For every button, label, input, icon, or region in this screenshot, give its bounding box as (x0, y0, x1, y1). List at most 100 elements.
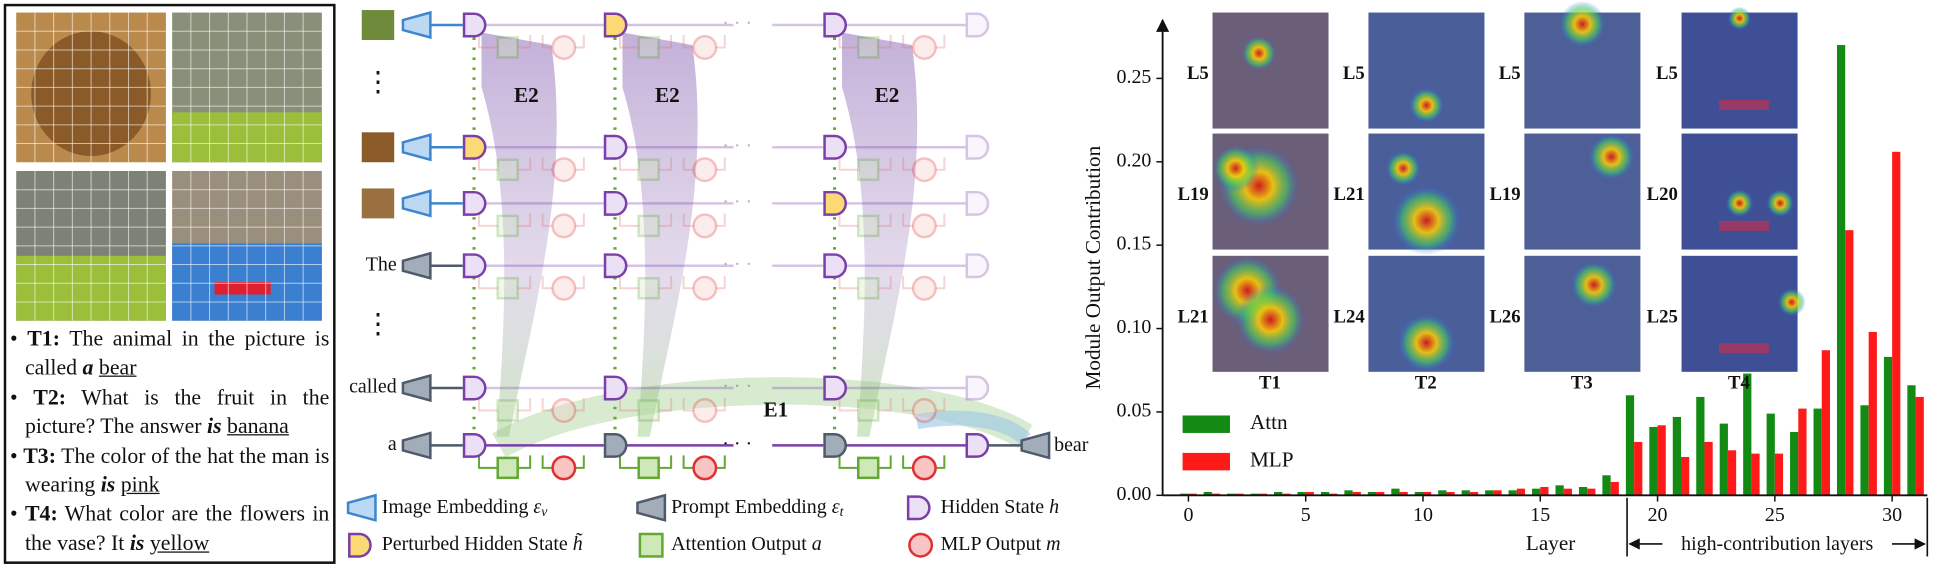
layer-label: L21 (1334, 184, 1365, 205)
task-label: T4: (24, 500, 58, 526)
attention-output (637, 456, 660, 480)
layer-label: L5 (1187, 63, 1209, 84)
x-tick-label: 25 (1765, 504, 1785, 526)
task-item: • T2: What is the fruit in the picture? … (9, 384, 330, 439)
legend-symbol: ε (533, 495, 541, 517)
e1-label: E1 (764, 398, 789, 422)
heat-blob (1727, 6, 1752, 30)
attention-output (637, 214, 660, 238)
heatmap (1212, 12, 1329, 129)
bar (1766, 413, 1775, 496)
y-tick-label: 0.25 (1117, 66, 1152, 88)
attn-link (618, 35, 726, 49)
heat-blob (1588, 133, 1635, 180)
attention-output (856, 214, 880, 238)
bar (1305, 491, 1314, 496)
attention-output (856, 456, 880, 480)
hidden-state (462, 134, 487, 160)
layer-label: L19 (1489, 184, 1520, 205)
heat-blob (1235, 284, 1306, 355)
attn-link (478, 213, 585, 227)
x-tick-label: 10 (1413, 504, 1433, 526)
bar (1469, 491, 1479, 496)
prompt-embedding (401, 251, 432, 280)
legend-text: Image Embedding εv (382, 495, 549, 519)
bar (1508, 490, 1517, 496)
bar (1516, 488, 1526, 496)
mlp-output (911, 398, 937, 423)
heat-blob (1725, 189, 1754, 218)
e2-flow (481, 32, 557, 437)
legend-label: MLP (1250, 447, 1294, 471)
heatmap-detail (1718, 220, 1769, 231)
bar (1821, 350, 1830, 496)
legend-text: Attention Output a (671, 533, 822, 555)
task-item: • T3: The color of the hat the man is we… (9, 442, 330, 497)
legend-label: Prompt Embedding (671, 495, 827, 517)
task-item: • T1: The animal in the picture is calle… (9, 325, 330, 380)
layer-label: L21 (1178, 306, 1209, 327)
hidden-state (603, 134, 628, 160)
task-question: What is the fruit in the picture? The an… (24, 384, 330, 439)
bar (1297, 491, 1306, 496)
task-question: The color of the hat the man is wearing (24, 442, 330, 497)
mlp-output (911, 157, 937, 183)
e1-flow-tip (915, 410, 1031, 445)
heat-blob (1241, 35, 1277, 71)
attn-link (478, 35, 585, 49)
task-list: • T1: The animal in the picture is calle… (9, 325, 330, 556)
heat-blob (1391, 185, 1462, 256)
hidden-state (965, 134, 990, 160)
legend-symbol: a (812, 533, 822, 555)
legend-label: Hidden State (941, 495, 1045, 517)
mlp-output (692, 213, 718, 239)
bar (1461, 490, 1470, 496)
attention-output (637, 36, 660, 59)
hidden-state (462, 432, 487, 458)
e2-flow (842, 32, 918, 437)
task-verb: is (206, 413, 222, 439)
attn-link (478, 275, 585, 290)
bar (1438, 490, 1447, 496)
bar (1376, 491, 1385, 496)
bar (1540, 486, 1549, 496)
hidden-state (823, 253, 847, 279)
mlp-output (911, 455, 937, 481)
legend-label: MLP Output (941, 533, 1042, 555)
task-question: What color are the flowers in the vase? … (24, 500, 330, 556)
attn-link (618, 157, 726, 171)
ellipsis: · · · (722, 13, 752, 35)
input-patch (361, 10, 395, 40)
task-answer: yellow (149, 530, 210, 556)
mlp-output (692, 455, 718, 481)
bar (1446, 491, 1455, 496)
diagram: E2 E2 E2 E1 · · · · · · · · · · · · · · · · · · Th… (346, 10, 1089, 558)
token: The (366, 253, 397, 275)
ellipsis: · · · (722, 191, 752, 213)
legend-icon (906, 495, 931, 521)
heat-blob (1397, 313, 1456, 372)
bar (1774, 453, 1784, 496)
hidden-state (823, 432, 847, 458)
heat-blob (1777, 288, 1806, 317)
photo-detail (214, 282, 271, 295)
input-patch (361, 132, 395, 163)
output-embedding (1020, 431, 1051, 460)
bar (1532, 488, 1541, 496)
bar (1399, 491, 1408, 496)
hidden-state (965, 12, 990, 38)
ellipsis: · · · (722, 135, 752, 157)
attention-output (496, 214, 519, 238)
attn-link (618, 213, 726, 227)
legend-symbol: m (1046, 533, 1060, 555)
layer-label: L25 (1647, 306, 1678, 327)
attention-output (856, 277, 880, 300)
left-panel: • T1: The animal in the picture is calle… (3, 3, 336, 564)
bar (1798, 408, 1807, 496)
bar (1203, 491, 1212, 496)
mlp-output (551, 213, 577, 239)
task-label: T3: (23, 442, 56, 468)
task-question: The animal in the picture is called (24, 325, 330, 380)
bar (1704, 441, 1713, 496)
